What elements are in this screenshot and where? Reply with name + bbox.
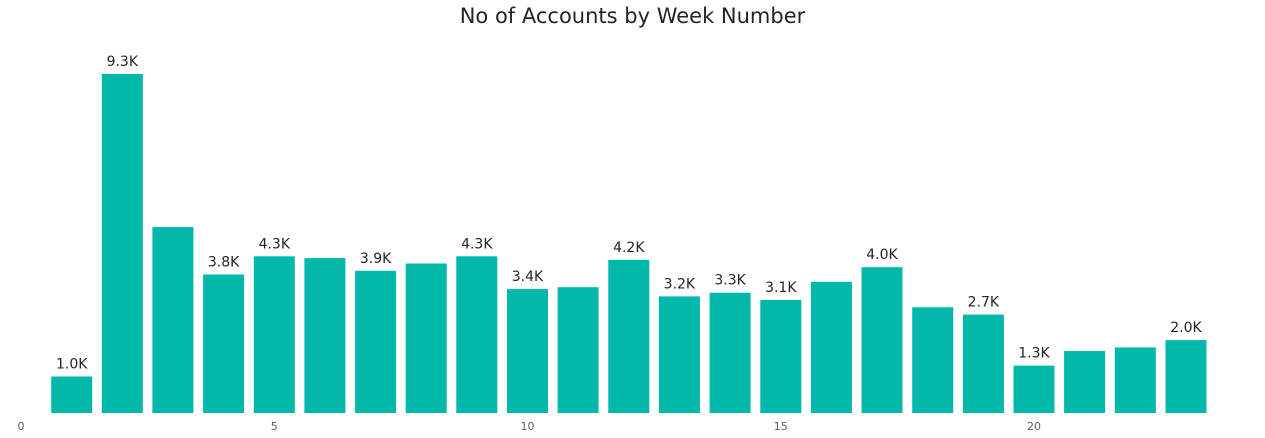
bar-week-7[interactable]: [355, 270, 397, 413]
bar-week-6[interactable]: [304, 258, 346, 413]
bar-week-8[interactable]: [405, 263, 447, 414]
bars-layer: [51, 74, 1207, 414]
chart-title: No of Accounts by Week Number: [459, 4, 806, 28]
x-tick-label-15: 15: [774, 420, 788, 433]
bar-week-16[interactable]: [810, 281, 852, 413]
bar-week-2[interactable]: [101, 74, 143, 413]
data-label-week-14: 3.3K: [714, 273, 746, 289]
x-tick-label-10: 10: [521, 420, 535, 433]
data-label-week-1: 1.0K: [56, 357, 88, 373]
bar-week-15[interactable]: [760, 300, 802, 413]
bar-week-19[interactable]: [962, 314, 1004, 413]
bar-week-23[interactable]: [1165, 340, 1207, 413]
data-label-week-12: 4.2K: [613, 240, 645, 256]
data-label-week-23: 2.0K: [1170, 320, 1202, 336]
x-tick-label-5: 5: [271, 420, 278, 433]
data-label-week-7: 3.9K: [360, 251, 392, 267]
bar-week-5[interactable]: [253, 256, 295, 413]
x-tick-label-0: 0: [18, 420, 25, 433]
x-axis-ticks: 0 5 10 15 20: [18, 420, 1042, 433]
data-label-week-13: 3.2K: [664, 276, 696, 292]
bar-week-10[interactable]: [507, 289, 548, 413]
bar-week-18[interactable]: [912, 307, 954, 413]
bar-week-4[interactable]: [203, 274, 245, 414]
bar-week-20[interactable]: [1013, 365, 1055, 413]
data-label-week-20: 1.3K: [1018, 346, 1050, 362]
x-tick-label-20: 20: [1027, 420, 1041, 433]
data-label-week-2: 9.3K: [107, 54, 139, 70]
bar-week-3[interactable]: [152, 227, 194, 413]
data-label-week-10: 3.4K: [512, 269, 544, 285]
data-label-week-5: 4.3K: [259, 236, 291, 252]
bar-week-22[interactable]: [1114, 347, 1156, 413]
data-labels-layer: 1.0K 9.3K 3.8K 4.3K 3.9K 4.3K 3.4K 4.2K 3.2K 3.3K…: [56, 54, 1203, 373]
bar-week-1[interactable]: [51, 376, 93, 414]
bar-week-17[interactable]: [861, 267, 903, 413]
data-label-week-15: 3.1K: [765, 280, 797, 296]
bar-week-12[interactable]: [608, 259, 650, 413]
data-label-week-9: 4.3K: [461, 236, 493, 252]
bar-week-21[interactable]: [1064, 351, 1106, 413]
data-label-week-4: 3.8K: [208, 255, 240, 271]
bar-week-11[interactable]: [557, 287, 599, 413]
data-label-week-19: 2.7K: [968, 295, 1000, 311]
bar-week-13[interactable]: [658, 296, 700, 413]
bar-week-9[interactable]: [456, 256, 498, 413]
data-label-week-17: 4.0K: [866, 247, 898, 263]
bar-week-14[interactable]: [709, 292, 751, 413]
